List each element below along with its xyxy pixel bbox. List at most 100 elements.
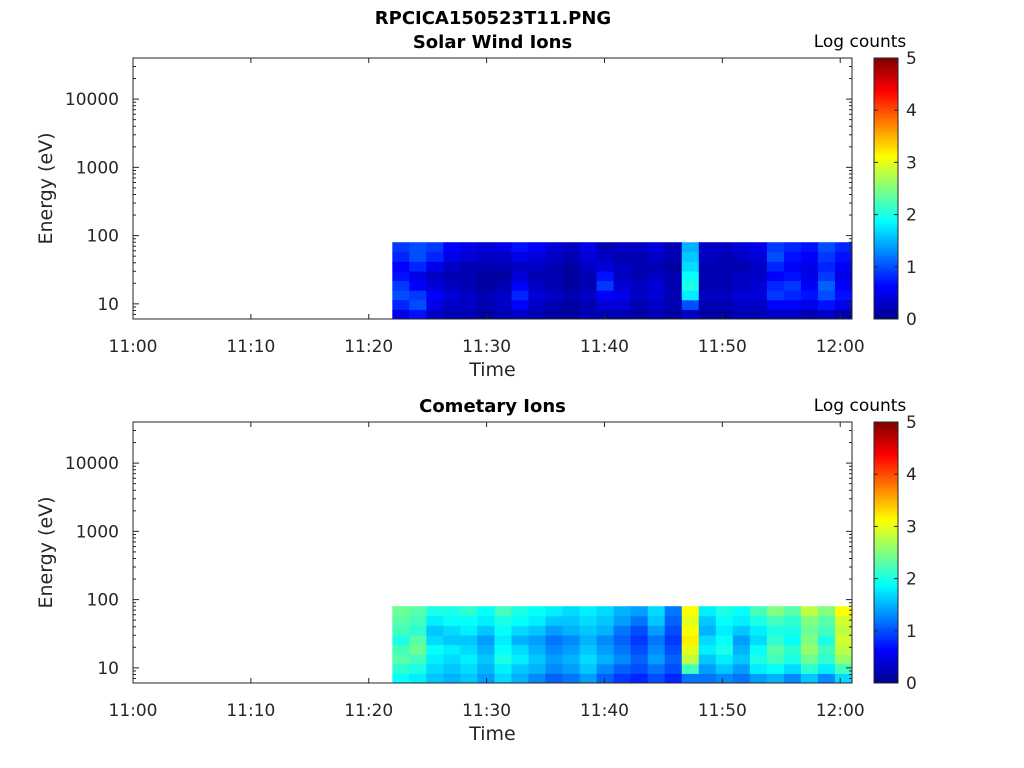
colorbar-tick-label: 1 bbox=[906, 622, 917, 642]
colorbar-segment bbox=[874, 62, 898, 66]
heatmap-cell bbox=[528, 654, 547, 665]
colorbar-segment bbox=[874, 205, 898, 209]
heatmap-cell bbox=[494, 663, 512, 674]
x-tick-label: 11:00 bbox=[109, 337, 158, 357]
colorbar-segment bbox=[874, 136, 898, 139]
heatmap-cell bbox=[681, 271, 700, 282]
heatmap-cell bbox=[392, 644, 410, 655]
heatmap-cell bbox=[392, 242, 410, 253]
colorbar-segment bbox=[874, 286, 898, 290]
heatmap-cell bbox=[613, 299, 632, 310]
colorbar-label: Log counts bbox=[814, 32, 907, 52]
heatmap-cell bbox=[647, 271, 666, 282]
colorbar-segment bbox=[874, 480, 898, 484]
heatmap-cell bbox=[681, 663, 700, 674]
heatmap-cell bbox=[392, 309, 410, 320]
colorbar-segment bbox=[874, 273, 898, 276]
colorbar-segment bbox=[874, 186, 898, 189]
heatmap-cell bbox=[545, 606, 564, 617]
heatmap-cell bbox=[562, 242, 581, 253]
heatmap-cell bbox=[664, 606, 683, 617]
heatmap-cell bbox=[698, 625, 717, 636]
heatmap-cell bbox=[715, 606, 734, 617]
heatmap-cell bbox=[681, 654, 700, 665]
heatmap-cell bbox=[834, 299, 853, 310]
heatmap-cell bbox=[460, 309, 478, 320]
colorbar-segment bbox=[874, 528, 898, 532]
heatmap-cell bbox=[392, 251, 410, 262]
heatmap-cell bbox=[630, 271, 649, 282]
heatmap-cell bbox=[460, 644, 478, 655]
colorbar-segment bbox=[874, 245, 898, 248]
heatmap-cell bbox=[698, 299, 717, 310]
heatmap-cell bbox=[800, 635, 819, 646]
heatmap-cell bbox=[562, 309, 581, 320]
heatmap-cell bbox=[596, 615, 615, 626]
heatmap-cell bbox=[834, 673, 853, 684]
heatmap-cell bbox=[443, 625, 461, 636]
colorbar-segment bbox=[874, 77, 898, 81]
colorbar-segment bbox=[874, 64, 898, 68]
heatmap-cell bbox=[460, 280, 478, 291]
heatmap-cell bbox=[409, 261, 427, 272]
heatmap-cell bbox=[579, 309, 598, 320]
heatmap-cell bbox=[783, 242, 802, 253]
heatmap-cell bbox=[579, 654, 598, 665]
heatmap-cell bbox=[800, 242, 819, 253]
heatmap-cell bbox=[494, 615, 512, 626]
heatmap-cell bbox=[834, 635, 853, 646]
colorbar-segment bbox=[874, 615, 898, 619]
colorbar-segment bbox=[874, 216, 898, 220]
colorbar-segment bbox=[874, 443, 898, 447]
heatmap-cell bbox=[613, 251, 632, 262]
heatmap-cell bbox=[715, 635, 734, 646]
x-tick-label: 11:20 bbox=[344, 701, 393, 721]
heatmap-cell bbox=[817, 290, 836, 301]
heatmap-cell bbox=[511, 673, 530, 684]
heatmap-cell bbox=[409, 309, 427, 320]
colorbar-segment bbox=[874, 661, 898, 664]
heatmap-cell bbox=[528, 280, 547, 291]
heatmap-cell bbox=[460, 673, 478, 684]
colorbar-segment bbox=[874, 251, 898, 255]
heatmap-cell bbox=[783, 280, 802, 291]
colorbar-segment bbox=[874, 114, 898, 118]
heatmap-cell bbox=[647, 615, 666, 626]
heatmap-cell bbox=[834, 663, 853, 674]
heatmap-cell bbox=[664, 673, 683, 684]
heatmap-cell bbox=[511, 242, 530, 253]
x-axis-label: Time bbox=[468, 359, 516, 381]
heatmap-cell bbox=[698, 309, 717, 320]
colorbar-segment bbox=[874, 60, 898, 63]
heatmap-cell bbox=[409, 290, 427, 301]
heatmap-cell bbox=[613, 615, 632, 626]
heatmap-cell bbox=[766, 251, 785, 262]
heatmap-cell bbox=[494, 606, 512, 617]
colorbar-segment bbox=[874, 591, 898, 595]
heatmap-cell bbox=[681, 309, 700, 320]
colorbar-segment bbox=[874, 674, 898, 677]
heatmap-cell bbox=[528, 271, 547, 282]
colorbar-segment bbox=[874, 225, 898, 229]
heatmap-cell bbox=[511, 654, 530, 665]
heatmap-cell bbox=[664, 290, 683, 301]
heatmap-cell bbox=[800, 663, 819, 674]
colorbar-segment bbox=[874, 129, 898, 133]
heatmap-cell bbox=[766, 635, 785, 646]
colorbar-segment bbox=[874, 604, 898, 608]
colorbar-segment bbox=[874, 234, 898, 237]
heatmap-cell bbox=[511, 625, 530, 636]
heatmap-cell bbox=[613, 606, 632, 617]
heatmap-cell bbox=[426, 654, 444, 665]
colorbar-segment bbox=[874, 678, 898, 682]
heatmap-cell bbox=[579, 280, 598, 291]
heatmap-cell bbox=[834, 606, 853, 617]
heatmap-cell bbox=[511, 251, 530, 262]
colorbar-segment bbox=[874, 426, 898, 430]
colorbar-segment bbox=[874, 450, 898, 453]
heatmap-cell bbox=[426, 290, 444, 301]
heatmap-cell bbox=[460, 615, 478, 626]
colorbar-segment bbox=[874, 485, 898, 488]
colorbar-segment bbox=[874, 543, 898, 547]
heatmap-cell bbox=[749, 251, 768, 262]
